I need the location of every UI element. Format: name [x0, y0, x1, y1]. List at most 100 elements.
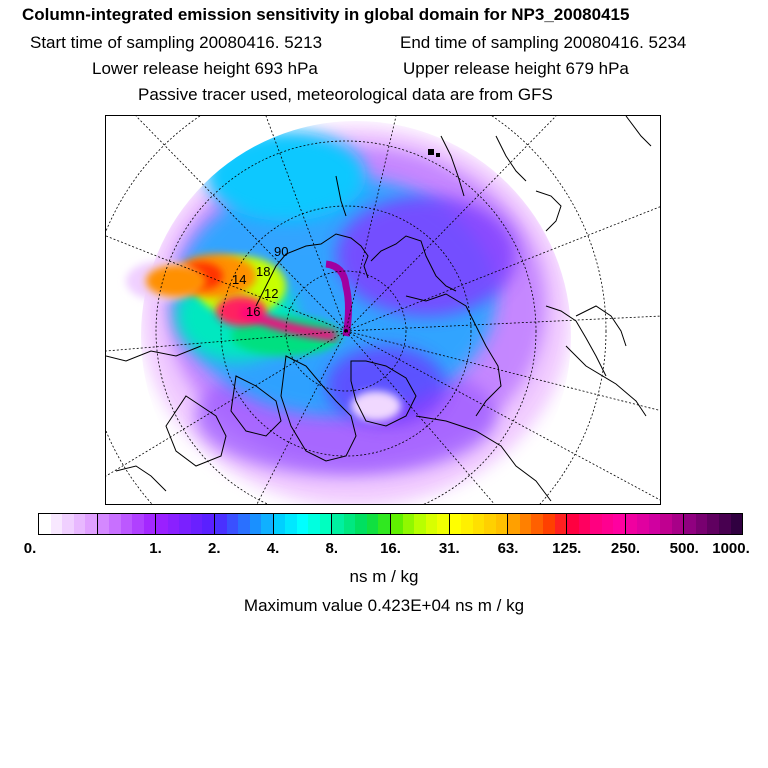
color-scale-swatch — [519, 514, 532, 534]
contour-label: 18 — [256, 264, 270, 279]
color-scale-swatch — [285, 514, 297, 534]
color-scale-swatch — [97, 514, 110, 534]
color-scale-swatch — [567, 514, 579, 534]
start-time-text: Start time of sampling 20080416. 5213 — [30, 33, 323, 52]
color-scale-swatch — [730, 514, 743, 534]
color-scale-swatch — [414, 514, 426, 534]
contour-label: 90 — [274, 244, 288, 259]
color-scale-swatch — [238, 514, 250, 534]
color-scale-box — [39, 514, 97, 534]
color-scale-tick-label: 250. — [610, 540, 641, 557]
color-scale-tick-label: 500. — [669, 540, 699, 557]
color-scale-box — [272, 514, 332, 534]
color-scale-swatch — [202, 514, 214, 534]
color-scale-swatch — [50, 514, 63, 534]
color-scale-swatch — [590, 514, 602, 534]
color-scale-box — [683, 514, 743, 534]
units-label: ns m / kg — [349, 567, 419, 586]
color-scale-tick-label: 125. — [552, 540, 582, 557]
sensitivity-map: 90 18 12 16 14 — [105, 115, 661, 505]
color-scale-tick-label: 4. — [266, 540, 280, 557]
color-scale-tick-label: 16. — [380, 540, 401, 557]
color-scale-swatch — [156, 514, 168, 534]
color-scale-swatch — [461, 514, 473, 534]
color-scale-swatch — [613, 514, 625, 534]
contour-label: 14 — [232, 272, 246, 287]
color-scale-swatch — [179, 514, 191, 534]
color-scale-swatch — [109, 514, 121, 534]
color-scale-box — [214, 514, 273, 534]
tracer-note-text: Passive tracer used, meteorological data… — [138, 85, 553, 104]
sensitivity-field — [141, 126, 571, 504]
color-scale-swatch — [62, 514, 74, 534]
coastlines — [106, 116, 652, 502]
color-scale-box — [155, 514, 214, 534]
color-scale-swatch — [215, 514, 227, 534]
color-scale-swatch — [366, 514, 379, 534]
color-scale-swatch — [578, 514, 591, 534]
color-scale-tick-label: 31. — [438, 540, 460, 557]
color-scale-swatch — [332, 514, 344, 534]
color-scale-box — [96, 514, 156, 534]
maximum-value-text: Maximum value 0.423E+04 ns m / kg — [243, 596, 525, 615]
color-scale-bar — [38, 513, 743, 535]
color-scale-swatch — [343, 514, 356, 534]
color-scale-swatch — [495, 514, 508, 534]
color-scale-swatch — [425, 514, 438, 534]
color-scale-tick-label: 8. — [325, 540, 339, 557]
graticule — [106, 116, 660, 504]
color-scale-swatch — [437, 514, 449, 534]
color-scale-swatch — [707, 514, 719, 534]
color-scale-box — [624, 514, 684, 534]
color-scale-box — [331, 514, 391, 534]
color-scale-swatch — [120, 514, 133, 534]
color-scale-swatch — [39, 514, 51, 534]
color-scale-swatch — [695, 514, 708, 534]
color-scale-box — [390, 514, 449, 534]
color-scale-swatch — [308, 514, 320, 534]
color-scale-swatch — [85, 514, 97, 534]
color-scale-box — [448, 514, 508, 534]
color-scale-swatch — [637, 514, 649, 534]
color-scale-swatch — [296, 514, 309, 534]
color-scale-swatch — [167, 514, 180, 534]
color-scale-tick-label: 0. — [23, 540, 37, 557]
color-scale-swatch — [449, 514, 462, 534]
contour-labels: 90 18 12 16 14 — [232, 244, 288, 319]
color-scale-swatch — [671, 514, 684, 534]
color-scale-swatch — [472, 514, 485, 534]
lower-release-height-text: Lower release height 693 hPa — [92, 59, 318, 78]
contour-label: 16 — [246, 304, 260, 319]
plot-title: Column-integrated emission sensitivity i… — [22, 5, 630, 24]
color-scale-swatch — [261, 514, 273, 534]
color-scale-swatch — [143, 514, 156, 534]
color-scale-swatch — [718, 514, 731, 534]
color-scale-swatch — [601, 514, 614, 534]
color-scale-swatch — [508, 514, 520, 534]
western-plume-core — [146, 265, 206, 297]
color-scale-swatch — [531, 514, 543, 534]
color-scale-swatch — [73, 514, 86, 534]
color-scale-swatch — [391, 514, 403, 534]
end-time-text: End time of sampling 20080416. 5234 — [400, 33, 687, 52]
color-scale-swatch — [132, 514, 144, 534]
color-scale-tick-label: 2. — [207, 540, 221, 557]
color-scale-box — [566, 514, 625, 534]
color-scale-swatch — [355, 514, 367, 534]
color-scale-tick-label: 1000. — [712, 540, 750, 557]
color-scale-tick-label: 1. — [149, 540, 162, 557]
color-scale-swatch — [273, 514, 286, 534]
color-scale-tick-label: 63. — [497, 540, 519, 557]
map-canvas: 90 18 12 16 14 — [106, 116, 660, 504]
contour-label: 12 — [264, 286, 278, 301]
color-scale-swatch — [378, 514, 391, 534]
lake-markers — [428, 149, 440, 157]
color-scale-swatch — [249, 514, 262, 534]
color-scale-ticks: 0. 1. 2. 4. 8. 16. 31. 63. 125. 250. 500. 1000. — [0, 540, 768, 560]
color-scale-swatch — [402, 514, 415, 534]
color-scale-swatch — [648, 514, 661, 534]
color-scale-swatch — [226, 514, 239, 534]
color-scale-swatch — [625, 514, 638, 534]
color-scale-swatch — [484, 514, 496, 534]
color-scale-swatch — [684, 514, 696, 534]
